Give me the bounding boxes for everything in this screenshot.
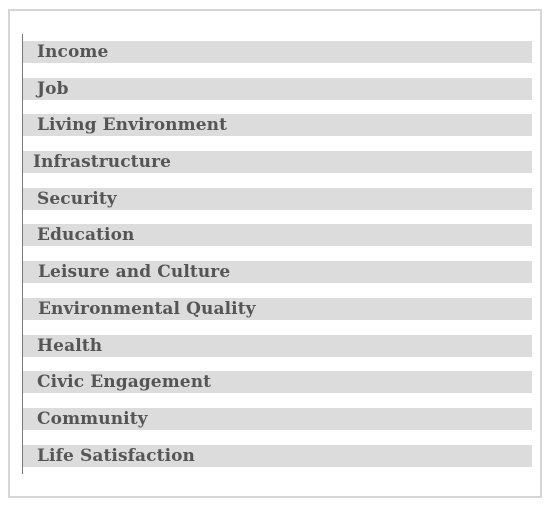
list-item-label: Job bbox=[37, 78, 69, 99]
list-item-label: Civic Engagement bbox=[37, 372, 212, 393]
vertical-axis-line bbox=[22, 34, 23, 474]
list-item-label: Health bbox=[37, 335, 103, 356]
list-item-life-satisfaction: Life Satisfaction bbox=[23, 444, 532, 467]
list-item-label: Leisure and Culture bbox=[38, 262, 231, 283]
list-item-label: Life Satisfaction bbox=[37, 445, 196, 466]
list-item-community: Community bbox=[23, 407, 532, 430]
dimension-list: Income Job Living Environment Infrastruc… bbox=[23, 41, 532, 467]
list-item-job: Job bbox=[23, 77, 532, 100]
list-item-label: Community bbox=[37, 408, 148, 429]
list-item-education: Education bbox=[23, 224, 532, 247]
list-item-living-environment: Living Environment bbox=[23, 114, 532, 137]
list-item-environmental-quality: Environmental Quality bbox=[23, 297, 532, 320]
list-item-civic-engagement: Civic Engagement bbox=[23, 371, 532, 394]
list-item-label: Living Environment bbox=[37, 115, 228, 136]
list-item-infrastructure: Infrastructure bbox=[23, 151, 532, 174]
list-item-income: Income bbox=[23, 41, 532, 63]
list-item-label: Security bbox=[37, 188, 117, 209]
list-item-label: Income bbox=[37, 42, 109, 62]
list-item-security: Security bbox=[23, 187, 532, 210]
list-item-label: Infrastructure bbox=[33, 152, 172, 173]
list-item-label: Education bbox=[37, 225, 135, 246]
list-item-health: Health bbox=[23, 334, 532, 357]
list-item-label: Environmental Quality bbox=[38, 298, 256, 319]
list-item-leisure-and-culture: Leisure and Culture bbox=[23, 261, 532, 284]
